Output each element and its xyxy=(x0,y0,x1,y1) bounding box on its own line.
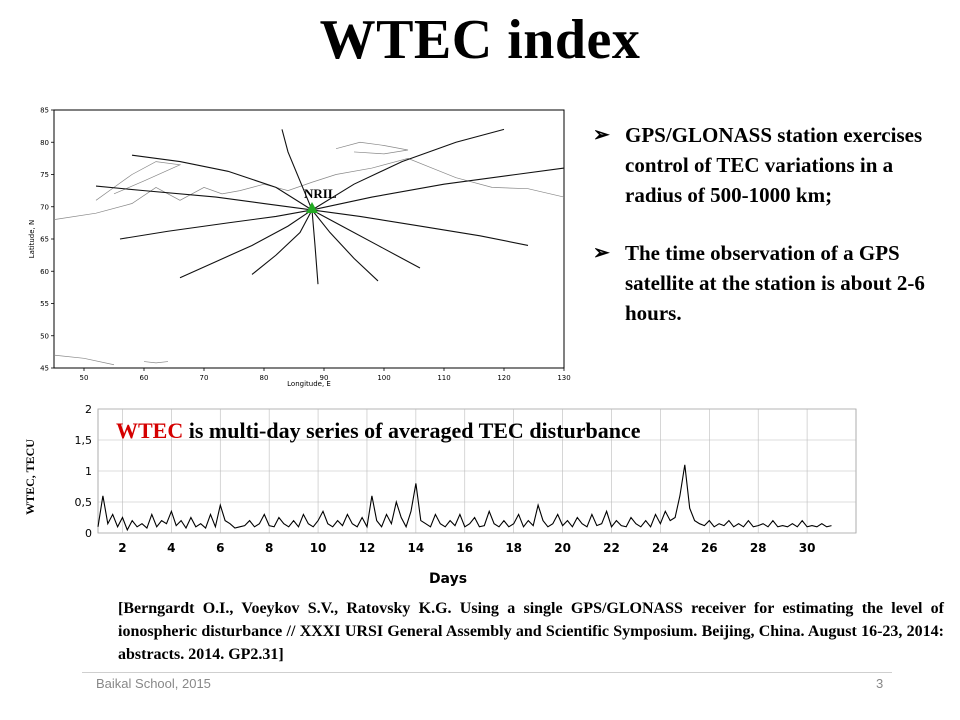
wtec-x-tick-label: 10 xyxy=(310,541,327,555)
map-x-tick-label: 120 xyxy=(497,374,510,382)
bullet-list: ➢ GPS/GLONASS station exercises control … xyxy=(593,120,953,356)
bullet-item: ➢ GPS/GLONASS station exercises control … xyxy=(593,120,953,210)
satellite-track xyxy=(119,209,313,240)
map-y-tick-label: 80 xyxy=(40,139,49,147)
station-label: NRIL xyxy=(304,186,337,201)
satellite-track xyxy=(179,209,313,279)
map-y-tick-label: 70 xyxy=(40,203,49,211)
coastline-path xyxy=(335,141,409,155)
satellite-track xyxy=(281,129,313,211)
coastline-path xyxy=(53,158,565,220)
map-x-ticks: 50 60 70 80 90 100 110 120 130 xyxy=(80,368,571,382)
wtec-y-tick-label: 1 xyxy=(85,465,92,478)
footer-divider xyxy=(82,672,892,673)
wtec-x-tick-label: 18 xyxy=(505,541,522,555)
map-y-tick-label: 65 xyxy=(40,236,49,244)
satellite-track xyxy=(311,167,565,211)
wtec-x-tick-label: 2 xyxy=(118,541,126,555)
map-x-tick-label: 70 xyxy=(200,374,209,382)
footer-text: Baikal School, 2015 xyxy=(96,676,211,691)
map-y-tick-label: 60 xyxy=(40,268,49,276)
wtec-y-label: WTEC, TECU xyxy=(23,439,37,515)
wtec-x-tick-label: 16 xyxy=(456,541,473,555)
map-x-tick-label: 90 xyxy=(320,374,329,382)
arrow-bullet-icon: ➢ xyxy=(593,242,610,264)
wtec-x-tick-label: 26 xyxy=(701,541,718,555)
page-number: 3 xyxy=(876,676,884,691)
wtec-x-tick-label: 4 xyxy=(167,541,175,555)
coastline-path xyxy=(143,361,169,364)
satellite-track xyxy=(95,185,313,211)
map-y-tick-label: 45 xyxy=(40,365,49,373)
bullet-item: ➢ The time observation of a GPS satellit… xyxy=(593,238,953,328)
satellite-track xyxy=(311,209,421,269)
map-y-tick-label: 55 xyxy=(40,300,49,308)
wtec-chart: 00,511,52 2 4 6 8 10 12 14 16 18 20 22 24 26 28 30 Day… xyxy=(23,403,857,587)
page-title: WTEC index xyxy=(319,9,641,71)
map-x-tick-label: 100 xyxy=(377,374,390,382)
bullet-text: The time observation of a GPS satellite … xyxy=(625,241,925,325)
wtec-y-tick-label: 0,5 xyxy=(75,496,93,509)
map-x-label: Longitude, E xyxy=(287,380,331,388)
wtec-y-tick-label: 1,5 xyxy=(75,434,93,447)
wtec-x-tick-label: 8 xyxy=(265,541,273,555)
wtec-x-tick-label: 28 xyxy=(750,541,767,555)
satellite-track xyxy=(131,154,313,211)
reference-citation: [Berngardt O.I., Voeykov S.V., Ratovsky … xyxy=(118,600,944,663)
map-y-tick-label: 85 xyxy=(40,107,49,115)
chart-caption: WTEC is multi-day series of averaged TEC… xyxy=(116,418,641,444)
wtec-x-tick-label: 24 xyxy=(652,541,669,555)
arrow-bullet-icon: ➢ xyxy=(593,124,610,146)
wtec-x-tick-label: 6 xyxy=(216,541,224,555)
map-x-tick-label: 110 xyxy=(437,374,450,382)
bullet-text: GPS/GLONASS station exercises control of… xyxy=(625,123,923,207)
wtec-series-line xyxy=(97,464,832,532)
map-x-tick-label: 60 xyxy=(140,374,149,382)
satellite-track xyxy=(251,209,313,275)
satellite-track xyxy=(311,209,319,285)
wtec-x-label: Days xyxy=(429,571,467,587)
coastline-path xyxy=(53,354,115,366)
map-x-tick-label: 130 xyxy=(557,374,570,382)
wtec-y-tick-label: 2 xyxy=(85,403,92,416)
satellite-track xyxy=(311,128,505,211)
satellite-track xyxy=(311,209,529,246)
satellite-tracks-map: 50 60 70 80 90 100 110 120 130 45 50 55 60 65 70 75 80 8… xyxy=(28,107,571,389)
map-y-tick-label: 50 xyxy=(40,332,49,340)
wtec-y-ticks: 0 0,5 1 1,5 2 xyxy=(75,403,93,540)
map-y-tick-label: 75 xyxy=(40,171,49,179)
wtec-y-tick-label: 0 xyxy=(85,527,92,540)
wtec-x-tick-label: 30 xyxy=(799,541,816,555)
map-x-tick-label: 80 xyxy=(260,374,269,382)
wtec-x-tick-label: 20 xyxy=(554,541,571,555)
station-marker-icon xyxy=(306,201,318,213)
wtec-grid xyxy=(97,408,857,534)
map-y-ticks: 45 50 55 60 65 70 75 80 85 xyxy=(40,107,54,373)
wtec-x-tick-label: 22 xyxy=(603,541,620,555)
caption-highlight: WTEC xyxy=(116,418,184,443)
map-x-tick-label: 50 xyxy=(80,374,89,382)
wtec-x-tick-label: 14 xyxy=(408,541,425,555)
map-plot-frame xyxy=(53,109,565,369)
map-y-label: Latitude, N xyxy=(28,220,36,259)
wtec-x-ticks: 2 4 6 8 10 12 14 16 18 20 22 24 26 28 30 xyxy=(118,541,815,555)
caption-rest: is multi-day series of averaged TEC dist… xyxy=(183,418,641,443)
wtec-x-tick-label: 12 xyxy=(359,541,376,555)
map-tracks xyxy=(95,128,565,285)
satellite-track xyxy=(311,209,379,282)
